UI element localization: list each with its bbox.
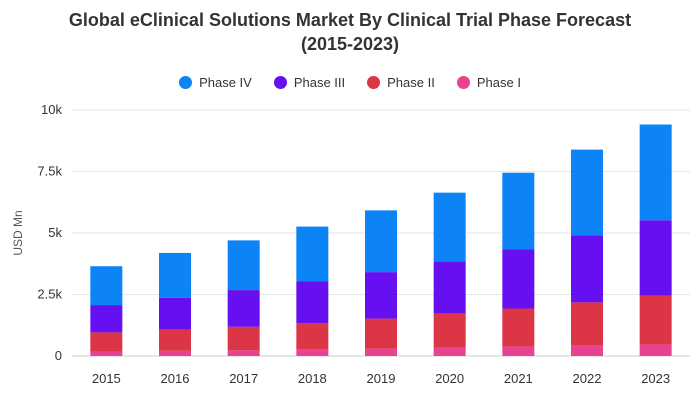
bar-2017-phase-iii	[227, 290, 260, 327]
x-tick-label: 2021	[504, 371, 533, 386]
y-tick-label: 0	[55, 348, 62, 363]
x-tick-label: 2018	[298, 371, 327, 386]
bar-2018-phase-i	[296, 349, 329, 356]
bar-2021-phase-iii	[502, 249, 535, 309]
bar-2021-phase-iv	[502, 172, 535, 250]
bar-2015-phase-ii	[90, 332, 123, 352]
legend-label: Phase IV	[199, 74, 252, 90]
y-tick-label: 7.5k	[37, 164, 62, 179]
bar-2018-phase-ii	[296, 323, 329, 350]
x-tick-label: 2020	[435, 371, 464, 386]
bar-2015-phase-iv	[90, 266, 123, 306]
bar-2017-phase-iv	[227, 240, 260, 291]
bar-2023-phase-ii	[639, 295, 672, 345]
legend-item-phase-iv[interactable]: Phase IV	[179, 75, 252, 90]
y-axis-label: USD Mn	[11, 210, 25, 255]
chart-title: Global eClinical Solutions Market By Cli…	[0, 8, 700, 56]
y-tick-label: 2.5k	[37, 287, 62, 302]
chart-legend: Phase IV Phase III Phase II Phase I	[0, 72, 700, 92]
legend-swatch	[367, 75, 381, 89]
bar-2016-phase-ii	[159, 329, 191, 351]
legend-label: Phase II	[387, 74, 435, 90]
bar-2020-phase-i	[433, 347, 466, 356]
legend-swatch	[179, 75, 193, 89]
legend-item-phase-i[interactable]: Phase I	[456, 74, 521, 90]
legend-item-phase-iii[interactable]: Phase III	[273, 74, 346, 90]
legend-swatch	[273, 75, 287, 89]
bar-2016-phase-iv	[159, 252, 191, 298]
bar-2018-phase-iii	[296, 281, 329, 324]
bar-2021-phase-ii	[502, 308, 535, 347]
x-tick-label: 2017	[229, 371, 258, 386]
bar-2023-phase-i	[639, 344, 672, 356]
legend-label: Phase I	[476, 74, 521, 90]
bar-2023-phase-iv	[639, 124, 672, 221]
y-tick-label: 5k	[48, 225, 62, 240]
x-tick-label: 2015	[92, 371, 121, 386]
bar-2017-phase-i	[227, 350, 260, 356]
bar-2016-phase-i	[159, 350, 191, 356]
bar-2016-phase-iii	[159, 297, 191, 330]
bar-2018-phase-iv	[296, 226, 329, 282]
bar-2023-phase-iii	[639, 220, 672, 296]
bar-2019-phase-iv	[365, 210, 397, 273]
x-tick-label: 2022	[573, 371, 602, 386]
bar-2019-phase-i	[365, 348, 397, 356]
legend-label: Phase III	[293, 74, 346, 90]
legend-item-phase-ii[interactable]: Phase II	[367, 75, 435, 90]
bar-2022-phase-iv	[571, 149, 603, 236]
bar-2019-phase-ii	[365, 318, 397, 349]
bar-2019-phase-iii	[365, 272, 397, 319]
bar-2022-phase-iii	[571, 235, 603, 303]
bar-2021-phase-i	[502, 346, 535, 356]
chart-title-main: Global eClinical Solutions Market By Cli…	[68, 10, 632, 30]
bar-2022-phase-ii	[571, 302, 603, 346]
y-tick-label: 10k	[41, 102, 62, 117]
x-tick-label: 2016	[161, 371, 190, 386]
x-tick-label: 2019	[367, 371, 396, 386]
x-tick-label: 2023	[641, 371, 670, 386]
bar-2020-phase-iii	[433, 261, 466, 314]
bar-2022-phase-i	[571, 345, 603, 356]
bar-2015-phase-i	[90, 351, 123, 356]
chart-subtitle: (2015-2023)	[300, 34, 400, 54]
bar-2020-phase-iv	[433, 192, 466, 262]
legend-swatch	[456, 75, 470, 89]
bar-2015-phase-iii	[90, 305, 123, 333]
bar-2020-phase-ii	[433, 313, 466, 348]
bar-2017-phase-ii	[227, 326, 260, 351]
